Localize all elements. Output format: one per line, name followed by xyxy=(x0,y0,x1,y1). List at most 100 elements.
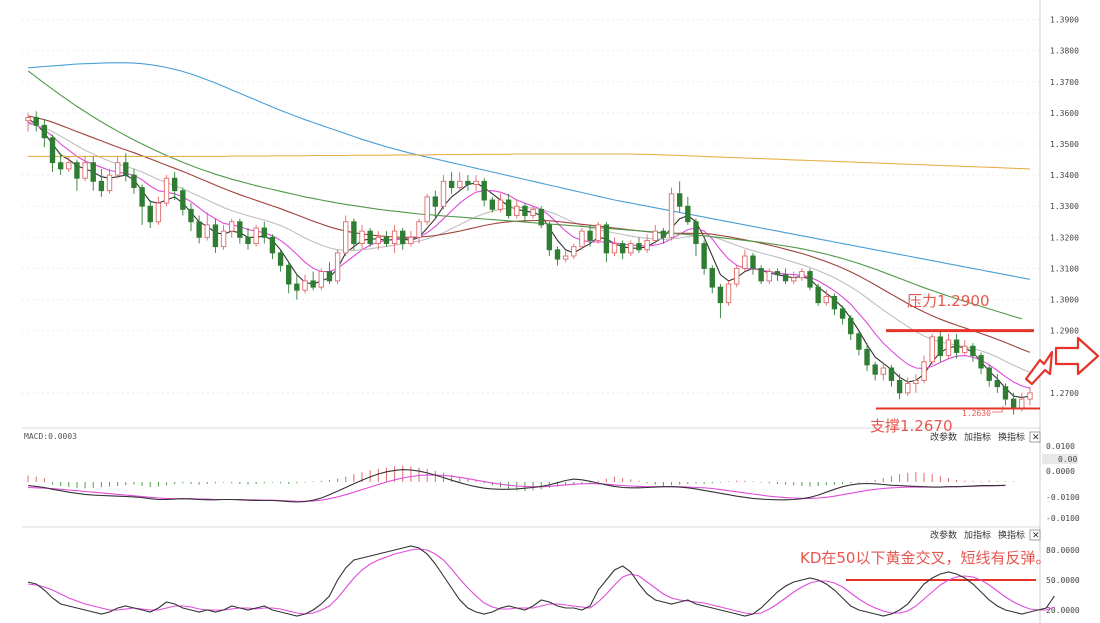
candle-body xyxy=(538,208,544,226)
candle-body xyxy=(644,239,650,251)
candle-body xyxy=(799,271,805,279)
close-icon[interactable]: ✕ xyxy=(1032,531,1040,541)
candle-body xyxy=(636,243,642,251)
candle-body xyxy=(807,271,813,288)
candle-body xyxy=(473,180,479,185)
candle-body xyxy=(82,162,88,179)
candle-body xyxy=(913,379,919,385)
resistance-label: 压力1.2900 xyxy=(907,292,990,310)
candle-body xyxy=(709,267,715,288)
candle-body xyxy=(229,221,235,232)
candle-body xyxy=(766,271,772,282)
kd-close-button[interactable] xyxy=(1029,529,1041,541)
kd-lines xyxy=(27,545,1055,617)
candle-body xyxy=(554,249,561,260)
price-tick-label: 1.3300 xyxy=(1050,202,1079,211)
macd-current-value-box xyxy=(1042,454,1078,464)
price-axis-ticks: 1.3900 1.3800 1.3700 1.3600 1.3500 1.3400 1.33… xyxy=(1050,16,1079,398)
price-tick-label: 1.3800 xyxy=(1050,47,1079,56)
candle-body xyxy=(220,230,227,248)
kd-switch-indicator-button[interactable]: 换指标 xyxy=(998,529,1025,541)
price-gridlines xyxy=(22,19,1040,394)
candle-body xyxy=(929,336,935,363)
low-price-pointer xyxy=(992,405,1004,413)
candle-body xyxy=(978,355,984,369)
candle-body xyxy=(489,199,496,210)
candle-body xyxy=(1002,386,1009,400)
candle-body xyxy=(163,177,170,204)
macd-switch-indicator-button[interactable]: 换指标 xyxy=(998,431,1025,443)
candle-body xyxy=(603,224,610,254)
candle-body xyxy=(505,199,512,217)
candle-body xyxy=(668,193,675,238)
candle-body xyxy=(440,180,447,207)
macd-change-params-button[interactable]: 改参数 xyxy=(930,431,957,443)
candle-body xyxy=(823,295,829,304)
candle-body xyxy=(334,252,341,282)
candle-body xyxy=(237,221,243,238)
price-tick-label: 1.2700 xyxy=(1050,389,1079,398)
candle-body xyxy=(424,196,430,223)
candle-body xyxy=(497,199,504,210)
moving-average-line-5 xyxy=(27,70,1022,320)
price-tick-label: 1.3100 xyxy=(1050,264,1079,273)
candle-body xyxy=(1027,392,1033,400)
close-icon[interactable]: ✕ xyxy=(1032,433,1040,443)
candle-body xyxy=(725,283,732,304)
candle-body xyxy=(896,379,903,394)
kd-tick-label: 50.0000 xyxy=(1046,576,1080,585)
candle-body xyxy=(791,277,797,282)
candle-body xyxy=(302,280,308,291)
candle-body xyxy=(880,367,887,375)
candle-body xyxy=(408,236,414,245)
candle-body xyxy=(734,267,740,285)
candle-body xyxy=(171,177,178,192)
candle-body xyxy=(277,252,284,266)
candle-body xyxy=(848,317,854,335)
kd-add-indicator-button[interactable]: 加指标 xyxy=(964,529,991,541)
candle-body xyxy=(351,221,357,245)
macd-tick-label: -0.0100 xyxy=(1046,514,1080,523)
macd-close-button[interactable] xyxy=(1029,431,1041,443)
macd-panel: MACD:0.0003 改参数 加指标 换指标 ✕ 0.0100 0.0000 -0… xyxy=(24,431,1080,523)
candle-body xyxy=(481,180,487,201)
macd-dif-line xyxy=(28,469,1006,503)
candle-body xyxy=(375,236,382,245)
candle-body xyxy=(701,243,707,269)
macd-tick-label: 0.0000 xyxy=(1046,467,1075,476)
candle-body xyxy=(750,255,756,269)
right-arrow-icon xyxy=(1054,336,1100,376)
candle-body xyxy=(261,227,267,238)
kd-change-params-button[interactable]: 改参数 xyxy=(930,529,957,541)
candle-body xyxy=(970,345,976,357)
candle-body xyxy=(294,283,300,291)
up-arrow-icon xyxy=(1024,350,1054,386)
price-tick-label: 1.3700 xyxy=(1050,78,1079,87)
candle-body xyxy=(742,255,748,269)
candle-body xyxy=(937,336,944,357)
candle-body xyxy=(448,180,455,189)
moving-average-line-3 xyxy=(27,123,1031,373)
candle-body xyxy=(212,224,219,248)
candle-body xyxy=(953,339,960,353)
candle-body xyxy=(139,187,145,207)
kd-toolbar: 改参数 加指标 换指标 ✕ xyxy=(930,529,1041,541)
candle-body xyxy=(457,180,463,189)
candle-body xyxy=(839,308,846,319)
macd-add-indicator-button[interactable]: 加指标 xyxy=(964,431,991,443)
candle-body xyxy=(196,221,202,238)
candle-body xyxy=(1019,398,1025,409)
candle-body xyxy=(416,221,422,238)
candle-body xyxy=(253,227,259,245)
moving-average-line-6 xyxy=(28,62,1031,280)
candle-body xyxy=(383,236,390,245)
candle-body xyxy=(90,162,96,182)
candle-body xyxy=(33,117,39,126)
macd-tick-label: 0.0100 xyxy=(1046,442,1075,451)
candle-body xyxy=(905,383,911,394)
candle-body xyxy=(888,367,895,381)
moving-average-lines xyxy=(27,62,1031,399)
candle-body xyxy=(717,286,724,304)
macd-toolbar: 改参数 加指标 换指标 ✕ xyxy=(930,431,1041,443)
candle-body xyxy=(611,243,618,254)
